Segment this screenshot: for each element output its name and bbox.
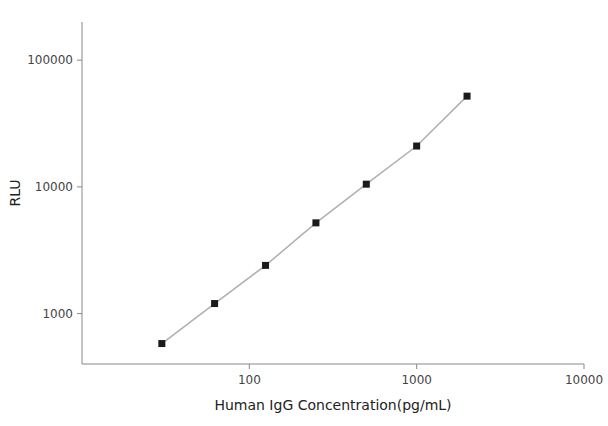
- chart: 100 1000 10000 1000 10000 100000 Human IgG Con…: [0, 0, 608, 426]
- y-tick-label: 10000: [35, 180, 73, 194]
- x-tick-label: 1000: [401, 373, 432, 387]
- x-tick: [416, 364, 417, 369]
- y-tick: [77, 313, 82, 314]
- y-axis-label: RLU: [7, 179, 23, 206]
- data-point: [211, 300, 218, 307]
- x-tick: [584, 364, 585, 369]
- data-line: [162, 96, 467, 343]
- data-point: [158, 340, 165, 347]
- chart-container: 100 1000 10000 1000 10000 100000 Human IgG Con…: [0, 0, 608, 426]
- data-point: [464, 93, 471, 100]
- y-axis-line: [82, 22, 83, 364]
- y-tick-label: 100000: [27, 53, 73, 67]
- x-axis-line: [82, 364, 584, 365]
- x-tick-label: 100: [238, 373, 261, 387]
- x-tick-label: 10000: [565, 373, 603, 387]
- y-tick: [77, 186, 82, 187]
- data-point: [312, 219, 319, 226]
- data-point: [363, 181, 370, 188]
- data-point: [413, 143, 420, 150]
- x-axis-label: Human IgG Concentration(pg/mL): [214, 397, 451, 413]
- data-point: [262, 262, 269, 269]
- y-tick-label: 1000: [42, 307, 73, 321]
- plot-area: [158, 93, 470, 347]
- x-tick: [249, 364, 250, 369]
- y-tick: [77, 60, 82, 61]
